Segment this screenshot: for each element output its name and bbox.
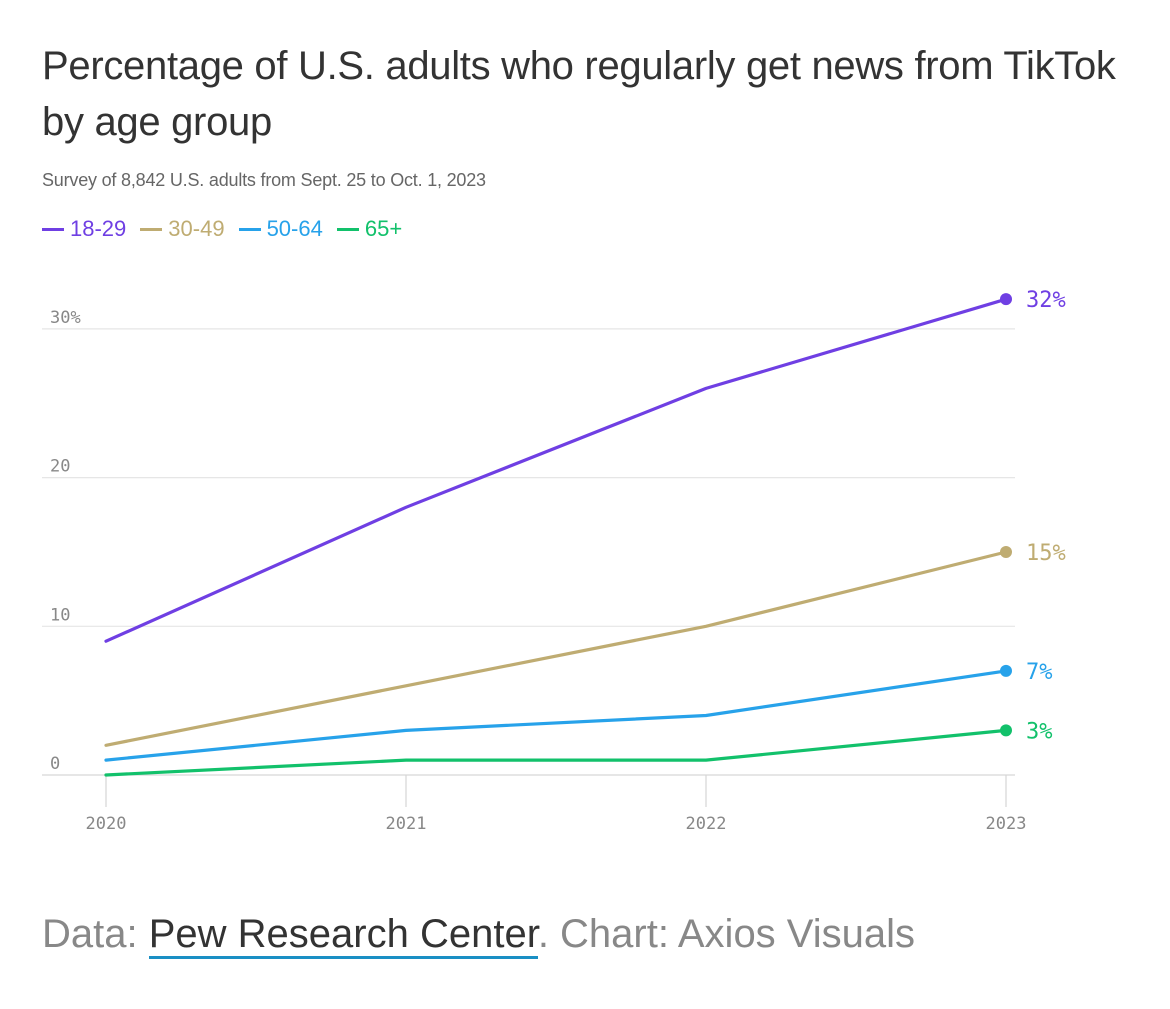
y-tick-label: 10 <box>50 605 70 625</box>
legend-label: 30-49 <box>168 216 225 241</box>
x-tick-label: 2021 <box>386 814 427 834</box>
y-tick-label: 30% <box>50 308 81 328</box>
end-point-50-64 <box>1000 664 1012 677</box>
source-prefix: Data: <box>42 912 149 956</box>
legend-label: 50-64 <box>266 216 323 241</box>
legend-label: 65+ <box>364 216 403 241</box>
source-line: Data: Pew Research Center. Chart: Axios … <box>42 912 916 959</box>
series-line-18-29 <box>104 297 1008 643</box>
series-line-50-64 <box>104 669 1008 762</box>
legend-swatch <box>238 227 261 231</box>
legend-swatch <box>140 227 163 231</box>
chart-title: Percentage of U.S. adults who regularly … <box>42 44 1116 144</box>
end-point-65+ <box>1000 724 1012 737</box>
y-tick-label: 20 <box>50 457 70 477</box>
end-point-30-49 <box>1000 545 1012 558</box>
chart-subtitle: Survey of 8,842 U.S. adults from Sept. 2… <box>42 170 486 190</box>
x-tick-label: 2020 <box>86 814 127 834</box>
legend-label: 18-29 <box>70 216 127 241</box>
end-point-18-29 <box>1000 293 1012 306</box>
x-tick-label: 2022 <box>686 814 727 834</box>
legend-swatch <box>336 227 359 231</box>
legend-item-30-49: 30-49 <box>140 216 225 242</box>
legend-swatch <box>42 227 64 231</box>
legend-item-65+: 65+ <box>336 216 403 242</box>
series-line-30-49 <box>104 550 1008 747</box>
source-suffix: . Chart: Axios Visuals <box>537 912 916 956</box>
end-label-18-29: 32% <box>1026 288 1066 313</box>
legend-item-50-64: 50-64 <box>238 216 323 242</box>
end-label-65+: 3% <box>1026 719 1053 744</box>
series-line-65+ <box>104 728 1008 777</box>
source-link[interactable]: Pew Research Center <box>148 912 538 959</box>
x-tick-label: 2023 <box>986 814 1027 834</box>
line-chart: 0 10 20 30% 2020 2021 2022 2023 32% 15% 7% 3% <box>42 288 1066 834</box>
chart-legend: 18-29 30-49 50-64 65+ <box>42 216 416 242</box>
legend-item-18-29: 18-29 <box>42 216 126 242</box>
y-tick-label: 0 <box>50 754 60 774</box>
end-label-50-64: 7% <box>1026 660 1053 685</box>
end-label-30-49: 15% <box>1026 541 1066 566</box>
